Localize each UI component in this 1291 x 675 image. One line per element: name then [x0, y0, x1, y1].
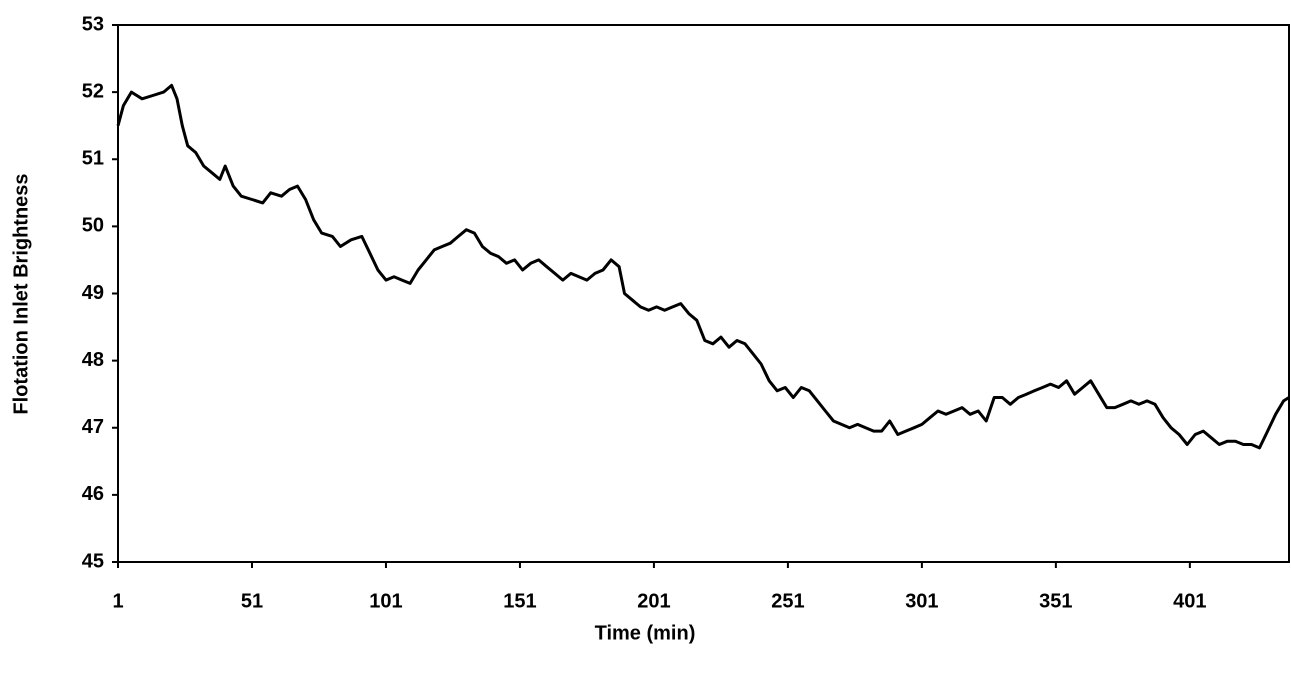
x-tick-label: 201 — [637, 590, 670, 612]
x-tick-label: 401 — [1173, 590, 1206, 612]
x-tick-label: 351 — [1039, 590, 1072, 612]
y-tick-label: 49 — [82, 282, 104, 304]
y-tick-label: 50 — [82, 215, 104, 237]
y-tick-label: 53 — [82, 13, 104, 35]
y-tick-label: 47 — [82, 416, 104, 438]
y-tick-label: 51 — [82, 148, 104, 170]
y-tick-label: 45 — [82, 550, 104, 572]
x-tick-label: 301 — [905, 590, 938, 612]
x-axis-label: Time (min) — [595, 622, 696, 644]
y-tick-label: 48 — [82, 349, 104, 371]
x-tick-label: 101 — [369, 590, 402, 612]
y-axis-label: Flotation Inlet Brightness — [10, 173, 32, 414]
x-tick-label: 251 — [771, 590, 804, 612]
x-tick-label: 151 — [503, 590, 536, 612]
y-tick-label: 46 — [82, 483, 104, 505]
plot-frame — [117, 24, 1290, 563]
x-tick-label: 1 — [112, 590, 123, 612]
data-line — [116, 83, 1290, 450]
x-tick-label: 51 — [241, 590, 263, 612]
y-tick-label: 52 — [82, 80, 104, 102]
